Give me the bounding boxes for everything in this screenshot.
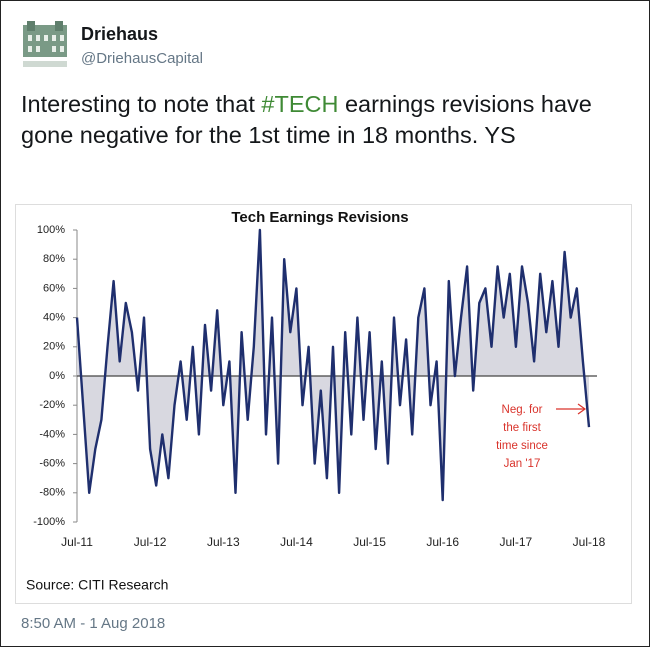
text: earnings revisions have gone negative fo…	[21, 91, 592, 148]
annotation: Neg. for	[502, 404, 543, 416]
x-tick-label: Jul-18	[573, 535, 606, 549]
x-tick-label: Jul-15	[353, 535, 386, 549]
y-tick-label: 80%	[43, 253, 65, 265]
source: Source: CITI Research	[26, 577, 168, 593]
y-tick-label: -20%	[39, 399, 65, 411]
annotation: Jan '17	[504, 458, 541, 470]
x-tick-label: Jul-13	[207, 535, 240, 549]
y-tick-label: 20%	[43, 341, 65, 353]
y-tick-label: 60%	[43, 282, 65, 294]
y-tick-label: -40%	[39, 428, 65, 440]
x-tick-label: Jul-12	[134, 535, 167, 549]
timestamp[interactable]: 8:50 AM - 1 Aug 2018	[21, 615, 166, 632]
y-tick-label: 0%	[49, 370, 65, 382]
chart-image: Tech Earnings Revisions Source: CITI Res…	[15, 204, 632, 604]
handle[interactable]: @DriehausCapital	[81, 50, 203, 67]
chart: Tech Earnings Revisions Source: CITI Res…	[26, 209, 606, 593]
line	[75, 228, 591, 502]
display-name[interactable]: Driehaus	[81, 24, 159, 44]
y-tick-label: -100%	[33, 516, 65, 528]
avatar[interactable]	[19, 19, 71, 71]
annotation: time since	[496, 440, 548, 452]
x-tick-label: Jul-14	[280, 535, 313, 549]
hashtag[interactable]: #TECH	[261, 91, 339, 117]
y-tick-label: 100%	[37, 224, 65, 236]
y-tick-label: -60%	[39, 458, 65, 470]
tweet-text: Interesting to note that #TECH earnings …	[21, 89, 636, 151]
text: Interesting to note that	[21, 91, 262, 117]
y-tick-label: -80%	[39, 487, 65, 499]
x-tick-label: Jul-11	[61, 535, 93, 549]
x-tick-label: Jul-17	[500, 535, 533, 549]
chart-title: Tech Earnings Revisions	[231, 209, 408, 226]
annotation: the first	[503, 422, 542, 434]
y-tick-label: 40%	[43, 312, 65, 324]
x-tick-label: Jul-16	[426, 535, 459, 549]
annotation-arrowhead	[577, 403, 587, 415]
